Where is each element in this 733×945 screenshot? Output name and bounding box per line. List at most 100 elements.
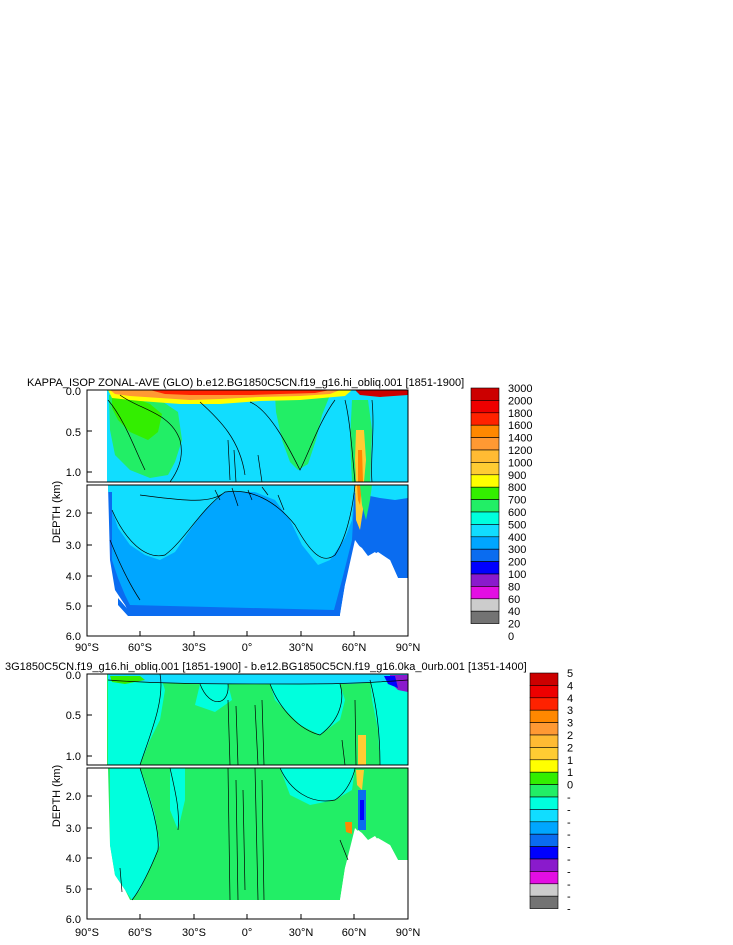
colorbar-swatch [529, 771, 559, 785]
colorbar-label: 2 [567, 730, 573, 742]
land-bottom [87, 768, 408, 919]
colorbar-swatch [529, 784, 559, 798]
colorbar-swatch [470, 437, 500, 451]
field-nadw-core [356, 770, 364, 790]
field-teal-nh [280, 768, 355, 805]
colorbar-label: 40 [508, 606, 520, 618]
panel-1-colorbar: 3000200018001600140012001000900800700600… [470, 383, 532, 643]
x-tick-label: 90°N [396, 927, 421, 939]
colorbar-swatch [529, 895, 559, 909]
colorbar-swatch [470, 499, 500, 513]
colorbar-swatch [470, 400, 500, 414]
colorbar-swatch [529, 722, 559, 736]
y-tick-label: 3.0 [66, 823, 81, 835]
colorbar-swatch [529, 697, 559, 711]
colorbar-label: 80 [508, 581, 520, 593]
x-tick-label: 30°N [289, 927, 314, 939]
colorbar-swatch [470, 610, 500, 624]
colorbar-swatch [470, 462, 500, 476]
y-tick-label: 0.5 [66, 427, 81, 439]
land-antarctica [87, 390, 107, 482]
contour-lines [109, 485, 356, 601]
y-tick-label: 2.0 [66, 791, 81, 803]
colorbar-label: - [567, 854, 571, 866]
field-surface-red [150, 390, 330, 395]
field-mid-cyan [112, 485, 355, 565]
panel-2-upper-plot [87, 674, 408, 765]
y-ticks [87, 673, 92, 920]
field-arctic-surface [355, 390, 408, 397]
colorbar-swatch [470, 548, 500, 562]
x-tick-label: 30°N [289, 642, 314, 654]
field-teal-mid [195, 684, 232, 712]
colorbar-swatch [529, 858, 559, 872]
colorbar-label: 900 [508, 470, 526, 482]
land-bottom [87, 485, 408, 636]
y-axis-label: DEPTH (km) [51, 765, 63, 827]
colorbar-label: 3 [567, 705, 573, 717]
colorbar-label: - [567, 866, 571, 878]
contour-lines [107, 674, 408, 765]
panel-2-upper-frame [86, 673, 409, 766]
colorbar-label: - [567, 879, 571, 891]
field-arctic-green [360, 485, 372, 520]
field-upper-cyan [108, 485, 408, 500]
colorbar-swatch [529, 709, 559, 723]
x-tick-label: 90°N [396, 642, 421, 654]
colorbar-label: 2000 [508, 395, 532, 407]
colorbar-label: - [567, 904, 571, 916]
colorbar-label: 4 [567, 693, 573, 705]
field-teal-nh [270, 684, 345, 735]
panel-1-title: KAPPA_ISOP ZONAL-AVE (GLO) b.e12.BG1850C… [27, 377, 464, 389]
colorbar-label: - [567, 829, 571, 841]
field-nadw [358, 735, 366, 765]
colorbar-swatch [529, 672, 559, 686]
colorbar-label: 3 [567, 718, 573, 730]
colorbar-label: 1200 [508, 445, 532, 457]
colorbar-label: 0 [508, 631, 514, 643]
colorbar-swatch [529, 883, 559, 897]
y-tick-label: 0.5 [66, 710, 81, 722]
field-teal-sh [108, 674, 165, 765]
colorbar-swatch [529, 809, 559, 823]
field-green-nh [275, 395, 330, 470]
panel-1-lower-plot [87, 485, 408, 636]
y-axis-label: DEPTH (km) [51, 481, 63, 543]
seafloor-blue [118, 598, 340, 616]
colorbar-label: - [567, 817, 571, 829]
colorbar-label: 5 [567, 668, 573, 680]
colorbar-swatch [470, 536, 500, 550]
panel-1-upper-frame [86, 389, 409, 483]
colorbar-swatch [529, 796, 559, 810]
colorbar-label: 0 [567, 780, 573, 792]
land-antarctica [87, 674, 107, 765]
x-tick-label: 0° [242, 927, 253, 939]
colorbar-label: 2 [567, 742, 573, 754]
panel-1-x-axis: 90°S 60°S 30°S 0° 30°N 60°N 90°N [75, 631, 420, 654]
colorbar-label: 800 [508, 482, 526, 494]
x-tick-label: 0° [242, 642, 253, 654]
colorbar-label: 600 [508, 507, 526, 519]
colorbar-label: 200 [508, 557, 526, 569]
field-arctic-deep [395, 560, 408, 578]
y-tick-label: 3.0 [66, 540, 81, 552]
colorbar-label: 700 [508, 495, 526, 507]
field-teal-sh [110, 768, 160, 900]
colorbar-swatch [529, 833, 559, 847]
panel-2-lower-plot [87, 768, 408, 919]
field-surface-cyan [108, 674, 408, 684]
x-tick-label: 30°S [182, 927, 206, 939]
panel-2-title: 3G1850C5CN.f19_g16.hi_obliq.001 [1851-19… [5, 661, 527, 673]
colorbar-label: - [567, 891, 571, 903]
colorbar-label: 100 [508, 569, 526, 581]
colorbar-swatch [470, 424, 500, 438]
contour-lines [107, 394, 374, 482]
colorbar-swatch [470, 474, 500, 488]
y-tick-label: 6.0 [66, 914, 81, 926]
colorbar-label: 20 [508, 619, 520, 631]
y-tick-label: 0.0 [66, 386, 81, 398]
contour-lines [119, 768, 356, 901]
colorbar-swatch [470, 598, 500, 612]
colorbar-label: - [567, 842, 571, 854]
x-tick-label: 90°S [75, 642, 99, 654]
